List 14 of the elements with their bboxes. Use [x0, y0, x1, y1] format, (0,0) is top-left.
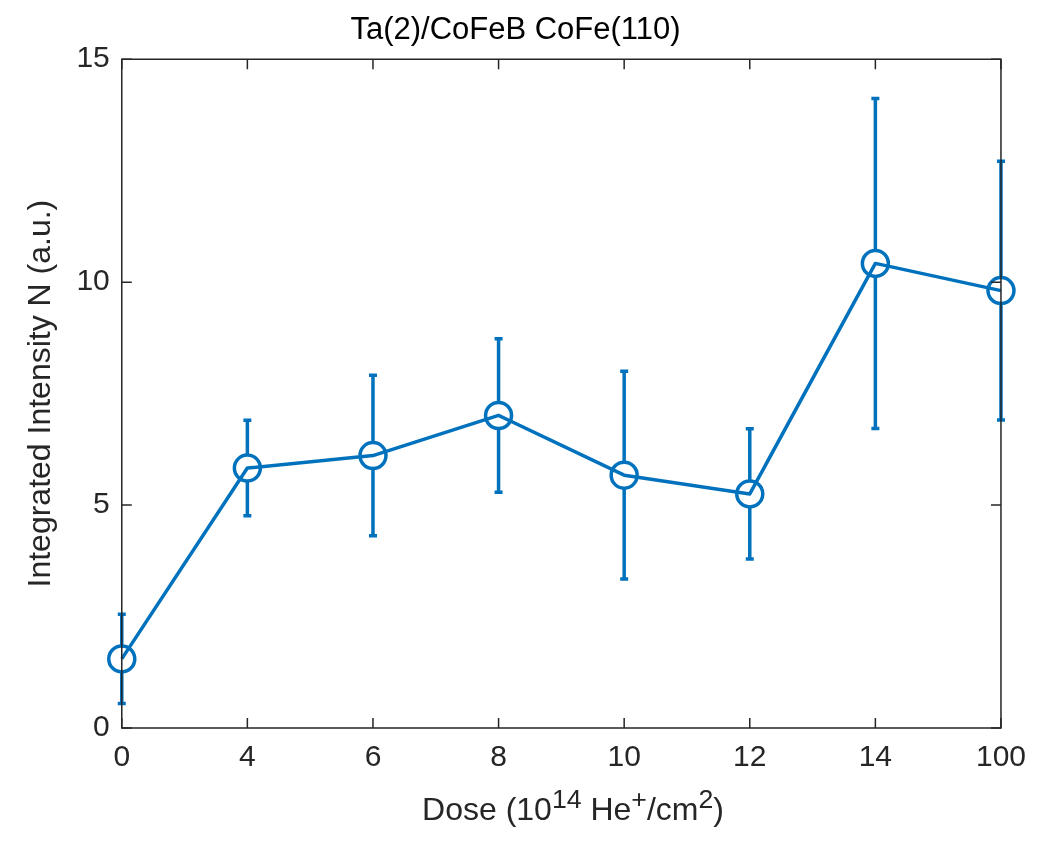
x-tick-label: 4: [239, 739, 256, 773]
x-tick-label: 6: [364, 739, 382, 773]
x-tick-label: 10: [607, 739, 641, 773]
y-tick-label: 10: [76, 263, 110, 297]
y-tick-label: 5: [93, 486, 110, 520]
x-tick-label: 8: [490, 739, 507, 773]
chart-title: Ta(2)/CoFeB CoFe(110): [350, 11, 681, 47]
y-axis-title: Integrated Intensity N (a.u.): [21, 199, 58, 588]
x-tick-label: 100: [975, 739, 1026, 773]
x-tick-label: 12: [733, 739, 767, 773]
x-axis-title: Dose (10$^{14}$ He$^{+}$/cm$^{2}$): [421, 784, 725, 828]
y-tick-label: 0: [93, 709, 110, 743]
y-tick-label: 15: [76, 40, 110, 74]
x-tick-label: 14: [858, 739, 893, 773]
